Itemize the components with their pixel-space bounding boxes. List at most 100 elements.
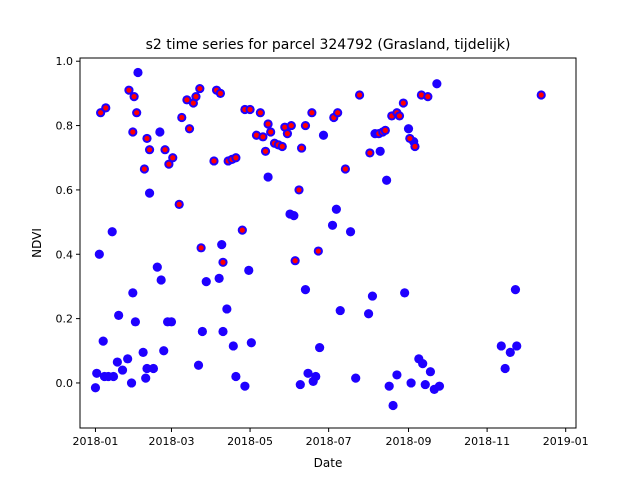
flagged-point-marker xyxy=(282,124,288,130)
flagged-point-marker xyxy=(288,122,294,129)
flagged-point-marker xyxy=(103,105,109,111)
data-point xyxy=(141,373,151,383)
plot-frame xyxy=(79,57,577,429)
flagged-point-marker xyxy=(126,87,132,93)
data-point xyxy=(128,288,138,298)
data-point xyxy=(231,371,241,382)
flagged-point-marker xyxy=(284,131,291,137)
y-tick-label: 0.2 xyxy=(56,313,74,326)
data-point xyxy=(222,304,232,314)
flagged-point-marker xyxy=(144,135,150,142)
data-point xyxy=(331,204,341,214)
flagged-point-marker xyxy=(538,92,544,98)
flagged-point-marker xyxy=(292,258,298,264)
data-point xyxy=(375,146,385,156)
data-point xyxy=(244,265,254,275)
data-point xyxy=(384,381,394,391)
data-point xyxy=(107,227,117,237)
data-point xyxy=(418,359,428,369)
flagged-point-marker xyxy=(220,259,226,265)
flagged-point-marker xyxy=(418,92,425,98)
flagged-point-marker xyxy=(382,127,388,133)
data-point xyxy=(92,368,102,378)
data-point xyxy=(133,67,143,78)
data-point xyxy=(510,285,521,295)
data-point xyxy=(303,368,313,378)
flagged-point-marker xyxy=(130,129,136,135)
y-tick-label: 0.6 xyxy=(56,184,74,197)
data-point xyxy=(197,326,207,337)
data-point xyxy=(90,383,101,393)
flagged-point-marker xyxy=(247,106,253,113)
data-point xyxy=(295,379,305,390)
data-point xyxy=(240,381,250,391)
data-point xyxy=(388,400,398,411)
flagged-point-marker xyxy=(335,110,341,116)
data-point xyxy=(114,310,124,320)
data-point xyxy=(403,124,414,134)
data-point xyxy=(263,172,273,182)
flagged-point-marker xyxy=(170,155,176,161)
data-point xyxy=(94,249,104,259)
x-tick-label: 2018-07 xyxy=(306,435,352,448)
y-tick-label: 0.8 xyxy=(56,120,74,133)
x-tick-label: 2018-05 xyxy=(227,435,273,448)
data-point xyxy=(496,341,506,351)
data-point xyxy=(228,341,238,351)
data-point xyxy=(420,379,430,390)
data-point xyxy=(406,378,416,388)
flagged-point-marker xyxy=(412,143,418,150)
flagged-point-marker xyxy=(190,100,196,106)
flagged-point-marker xyxy=(342,166,348,172)
data-point xyxy=(351,373,361,383)
data-point xyxy=(425,367,436,377)
flagged-point-marker xyxy=(356,92,363,98)
flagged-point-marker xyxy=(265,121,271,127)
data-point xyxy=(112,357,122,367)
data-point xyxy=(126,378,137,388)
flagged-point-marker xyxy=(260,134,266,140)
data-point xyxy=(217,240,227,250)
flagged-point-marker xyxy=(257,110,263,116)
flagged-point-marker xyxy=(179,114,185,121)
data-point xyxy=(345,227,356,237)
data-point xyxy=(505,347,515,357)
data-point xyxy=(123,354,133,364)
flagged-point-marker xyxy=(425,94,431,100)
data-point xyxy=(130,317,140,327)
flagged-point-marker xyxy=(184,97,190,103)
data-point xyxy=(98,336,108,346)
data-point xyxy=(201,277,211,287)
data-point xyxy=(335,305,345,316)
data-point xyxy=(117,365,128,375)
flagged-point-marker xyxy=(146,147,153,153)
data-point xyxy=(500,363,510,374)
flagged-point-marker xyxy=(315,248,321,254)
flagged-point-marker xyxy=(233,155,239,161)
data-point xyxy=(432,79,442,89)
flagged-point-marker xyxy=(407,135,413,142)
data-point xyxy=(318,130,329,140)
data-point xyxy=(159,346,169,356)
flagged-point-marker xyxy=(198,245,204,251)
data-point xyxy=(218,326,228,337)
data-point xyxy=(246,338,256,348)
flagged-point-marker xyxy=(197,85,203,92)
flagged-point-marker xyxy=(166,161,172,167)
flagged-point-marker xyxy=(193,94,199,100)
flagged-point-marker xyxy=(396,113,403,119)
y-tick-label: 1.0 xyxy=(56,55,74,68)
x-tick-label: 2019-01 xyxy=(543,435,589,448)
y-axis-label: NDVI xyxy=(30,228,44,258)
flagged-point-marker xyxy=(268,129,274,135)
data-point xyxy=(138,347,148,357)
flagged-point-marker xyxy=(239,227,245,233)
flagged-point-marker xyxy=(98,110,104,116)
flagged-point-marker xyxy=(186,126,193,132)
flagged-point-marker xyxy=(279,143,285,150)
data-point xyxy=(144,188,155,198)
data-point xyxy=(108,371,119,382)
data-point xyxy=(152,262,162,272)
chart-title: s2 time series for parcel 324792 (Grasla… xyxy=(146,37,511,53)
data-point xyxy=(311,371,321,382)
